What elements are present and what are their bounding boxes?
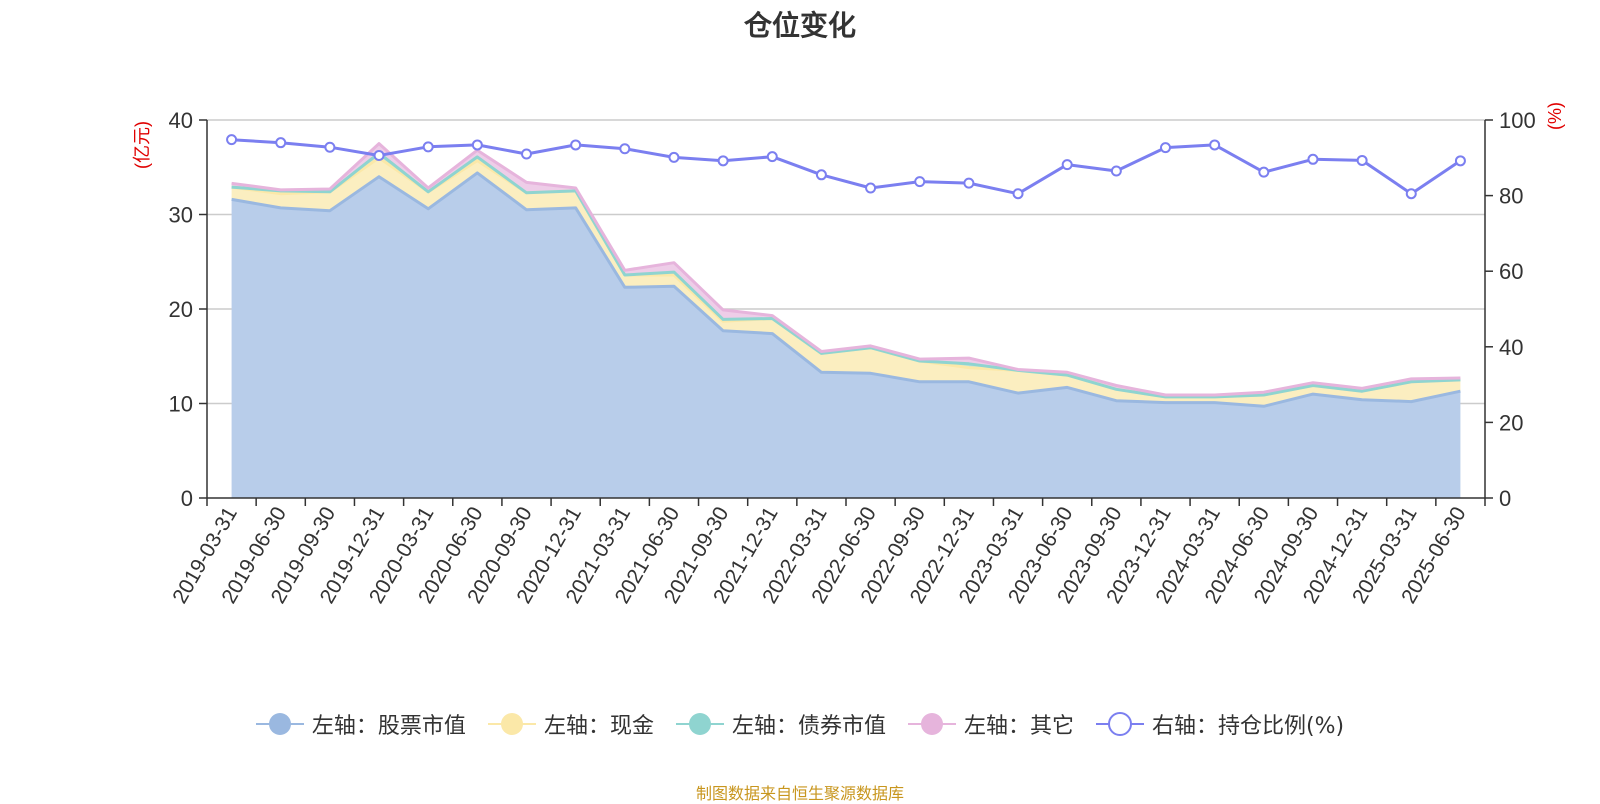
legend-label: 左轴：股票市值 [311,714,466,739]
data-point [226,134,238,146]
legend-item[interactable]: 左轴：其它 [907,708,1074,740]
right-axis-unit-label: (%) [1545,102,1565,130]
data-point [422,141,434,153]
data-point [275,137,287,149]
legend: 左轴：股票市值 左轴：现金 左轴：债券市值 左轴：其它 右轴：持仓比例(%) [0,708,1600,740]
ratio-line [231,138,1462,196]
legend-symbol-icon [907,713,956,735]
area-band [231,143,1461,397]
legend-label: 左轴：其它 [963,714,1074,739]
data-point [324,141,336,153]
legend-symbol-icon [255,713,304,735]
chart-title: 仓位变化 [743,9,856,42]
data-point [1405,188,1417,200]
left-tick-label: 30 [169,203,193,228]
left-tick-label: 20 [169,297,193,322]
data-point [521,148,532,160]
legend-symbol-icon [1095,712,1144,736]
legend-item[interactable]: 左轴：股票市值 [255,708,466,740]
data-point [1012,188,1024,200]
left-tick-label: 40 [169,108,193,133]
data-point [1061,159,1073,171]
data-point [668,151,680,163]
data-point [815,169,827,181]
data-point [471,139,483,151]
stacked-areas [231,142,1461,498]
area-band [231,172,1461,498]
legend-label: 右轴：持仓比例(%) [1151,714,1345,739]
area-top-line [231,151,1461,399]
data-point [717,155,729,167]
data-point [963,177,975,189]
position-change-chart: 0102030400204060801002019-03-312019-06-3… [132,102,1565,608]
data-point [373,150,385,162]
legend-label: 左轴：现金 [543,714,654,739]
source-note: 制图数据来自恒生聚源数据库 [695,784,904,803]
data-point [766,151,778,163]
area-top-line [231,171,1461,408]
legend-symbol-icon [487,713,536,735]
legend-symbol-icon [675,713,724,735]
data-point [1356,154,1368,166]
data-point [1307,153,1319,165]
data-point [914,176,926,188]
data-point [570,139,582,151]
left-tick-label: 10 [169,392,193,417]
data-point [1160,142,1171,154]
data-point [1110,165,1122,177]
data-point [619,143,631,155]
right-tick-label: 20 [1499,410,1523,435]
legend-item[interactable]: 右轴：持仓比例(%) [1095,708,1345,740]
right-tick-label: 60 [1499,259,1523,284]
right-tick-label: 80 [1499,184,1523,209]
legend-item[interactable]: 左轴：债券市值 [675,708,886,740]
data-point [1209,139,1221,151]
legend-label: 左轴：债券市值 [731,714,886,739]
left-axis-unit-label: (亿元) [132,121,152,169]
area-band [231,157,1461,407]
position-ratio-line [226,134,1466,200]
data-point [865,182,877,194]
left-tick-label: 0 [181,486,193,511]
right-tick-label: 100 [1499,108,1536,133]
right-tick-label: 40 [1499,335,1523,360]
area-top-line [231,142,1461,397]
right-tick-label: 0 [1499,486,1511,511]
legend-item[interactable]: 左轴：现金 [487,708,654,740]
data-point [1258,166,1270,178]
data-point [1454,155,1466,167]
